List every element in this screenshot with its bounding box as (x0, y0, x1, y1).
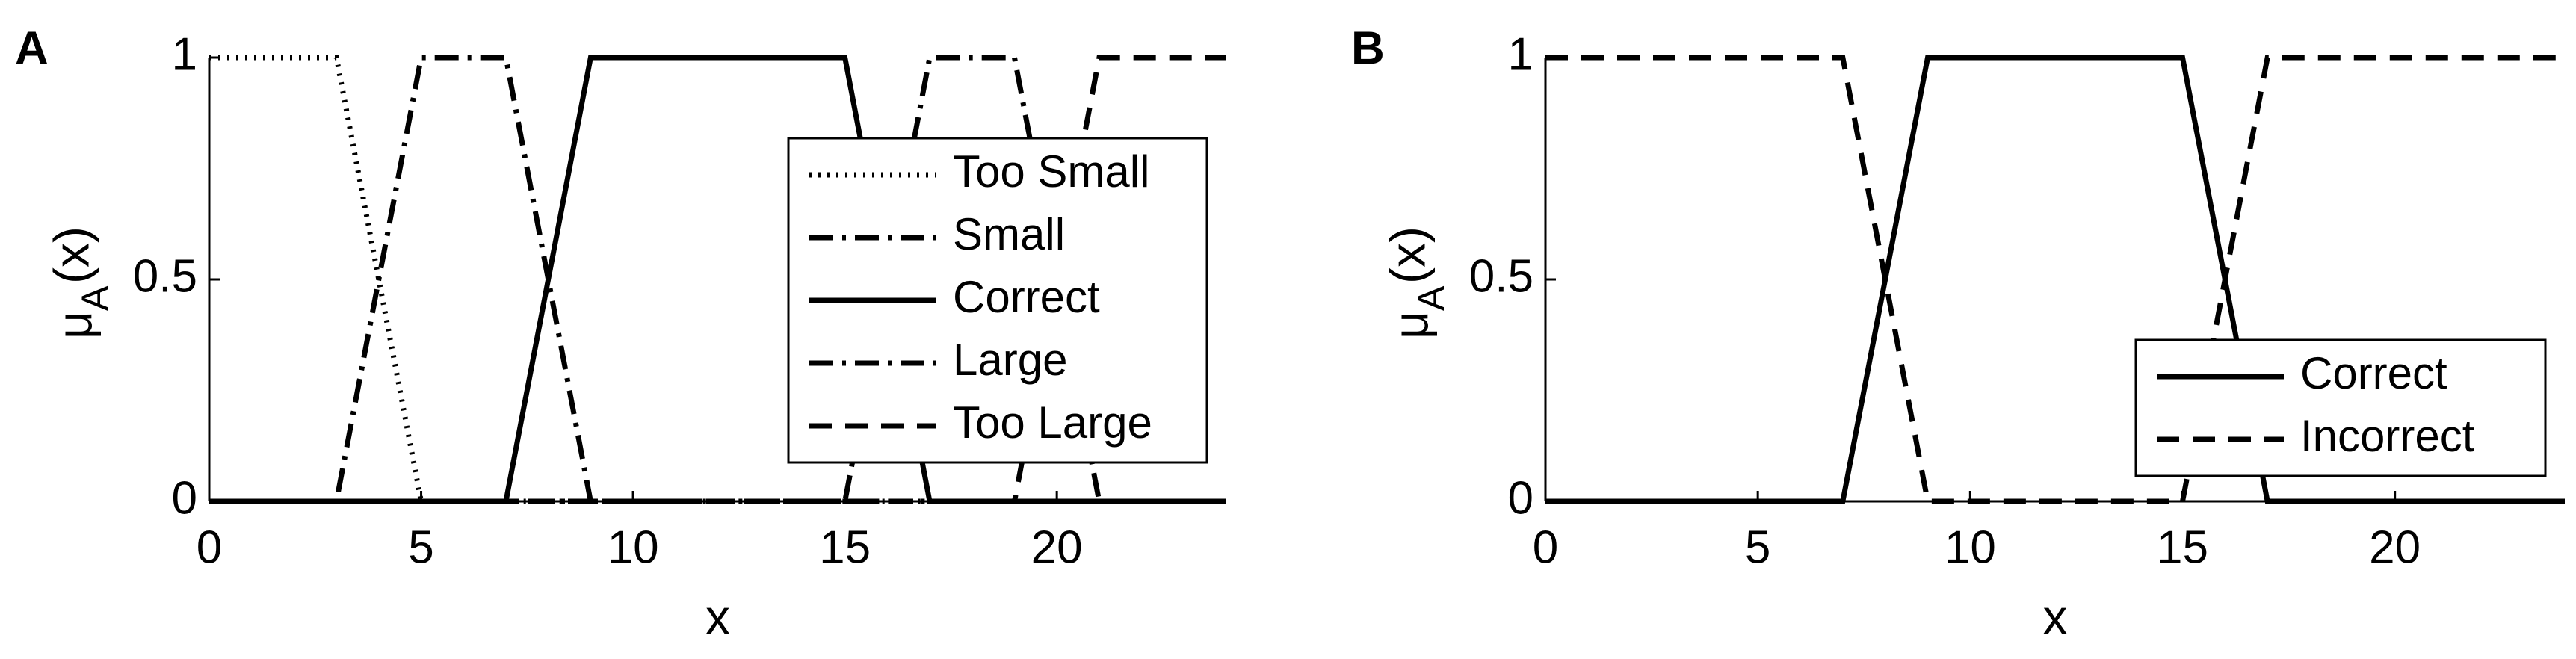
x-tick-label: 5 (408, 522, 433, 573)
y-tick-label: 0 (1508, 472, 1533, 524)
y-tick-label: 0 (172, 472, 197, 524)
series-line (1545, 55, 2565, 504)
x-tick-label: 20 (1031, 522, 1083, 573)
x-tick-label: 10 (1945, 522, 1996, 573)
legend-label: Too Small (953, 146, 1149, 197)
y-axis-label: μA(x) (43, 226, 116, 339)
x-tick-label: 15 (819, 522, 871, 573)
y-label-symbol: μ (46, 311, 102, 339)
x-tick-label: 0 (197, 522, 222, 573)
y-label-subscript: A (74, 285, 116, 311)
y-label-suffix: (x) (1380, 226, 1435, 284)
y-label-symbol: μ (1383, 311, 1438, 339)
panel-label: A (15, 22, 49, 74)
legend-label: Large (953, 335, 1067, 385)
x-axis-label: x (2043, 589, 2068, 644)
y-axis-label: μA(x) (1380, 226, 1452, 339)
x-tick-label: 15 (2157, 522, 2208, 573)
legend-label: Too Large (953, 397, 1152, 448)
y-tick-label: 0.5 (1469, 250, 1533, 302)
legend-label: Correct (2300, 348, 2447, 398)
legend: Too Small Small Correct Large Too Large (787, 137, 1208, 464)
legend-label: Small (953, 209, 1065, 259)
panel: B 0 5 10 15 20 0 0.5 1 x μA(x) Correct Incorrect (1351, 22, 2565, 644)
x-axis-label: x (705, 589, 730, 644)
y-label-subscript: A (1410, 285, 1452, 311)
y-tick-label: 0.5 (133, 250, 197, 302)
legend-box (2134, 338, 2547, 477)
x-tick-label: 20 (2369, 522, 2421, 573)
y-label-suffix: (x) (43, 226, 99, 284)
legend-label: Incorrect (2300, 411, 2475, 461)
y-tick-label: 1 (1508, 28, 1533, 80)
series-line (209, 55, 1226, 504)
x-tick-label: 5 (1745, 522, 1770, 573)
series-line (209, 55, 1226, 504)
y-tick-label: 1 (172, 28, 197, 80)
x-tick-label: 10 (608, 522, 659, 573)
panel-label: B (1351, 22, 1385, 74)
x-tick-label: 0 (1533, 522, 1558, 573)
series-line (209, 55, 1226, 504)
legend-label: Correct (953, 272, 1100, 322)
legend: Correct Incorrect (2134, 338, 2547, 477)
series-line (1545, 55, 2565, 504)
